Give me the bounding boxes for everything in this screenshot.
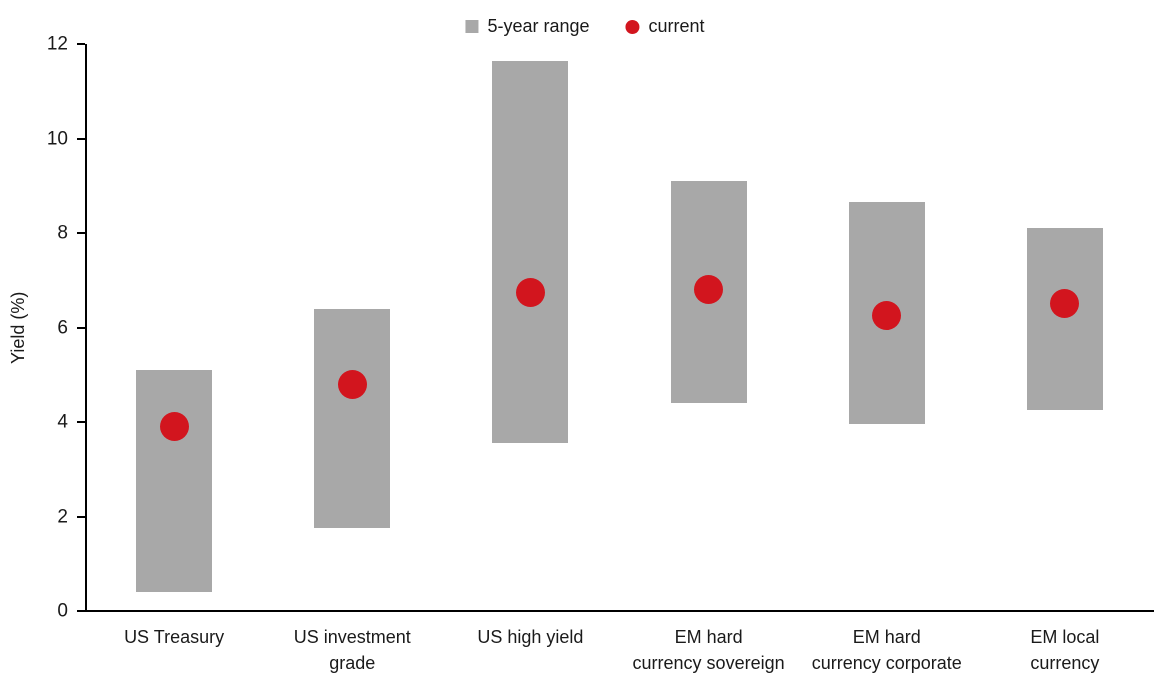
category-label: EM local currency xyxy=(1030,627,1100,674)
range-bar xyxy=(136,370,213,593)
current-dot xyxy=(694,275,724,305)
range-bar xyxy=(492,60,569,444)
y-tick-label: 8 xyxy=(57,222,68,244)
category-label: US Treasury xyxy=(124,627,225,647)
current-dot xyxy=(872,301,902,331)
legend-item-range: 5-year range xyxy=(465,16,590,37)
chart-legend: 5-year range current xyxy=(465,16,705,37)
y-tick-mark xyxy=(77,610,85,612)
square-marker-icon xyxy=(465,20,479,33)
y-axis-line xyxy=(85,44,87,611)
y-tick-mark xyxy=(77,421,85,423)
x-axis-line xyxy=(85,610,1154,612)
legend-label-range: 5-year range xyxy=(487,16,590,36)
plot-area: 0 2 4 6 8 10 12 US Treasury US investment grade U… xyxy=(47,35,1154,673)
current-dot xyxy=(159,412,189,442)
y-tick-label: 4 xyxy=(57,411,68,433)
range-bar xyxy=(314,308,391,529)
current-dot xyxy=(515,277,545,307)
legend-label-current: current xyxy=(648,16,705,36)
legend-item-current: current xyxy=(625,16,705,37)
y-tick-label: 0 xyxy=(57,600,68,622)
current-dot xyxy=(1050,289,1080,319)
current-dot xyxy=(337,369,367,399)
category-label: US high yield xyxy=(477,627,584,647)
y-axis-title: Yield (%) xyxy=(8,291,28,364)
y-tick-mark xyxy=(77,326,85,329)
y-tick-mark xyxy=(77,232,85,234)
circle-marker-icon xyxy=(625,19,640,34)
y-tick-label: 2 xyxy=(57,506,68,527)
y-tick-mark xyxy=(77,137,85,140)
y-tick-mark xyxy=(77,43,85,45)
range-bar xyxy=(1026,228,1103,411)
y-tick-mark xyxy=(77,515,85,518)
y-tick-label: 10 xyxy=(46,128,68,149)
y-tick-label: 6 xyxy=(57,317,68,338)
yield-range-chart: 5-year range current Yield (%) 0 2 4 6 8 10 12… xyxy=(8,16,1154,673)
y-tick-label: 12 xyxy=(46,33,68,55)
